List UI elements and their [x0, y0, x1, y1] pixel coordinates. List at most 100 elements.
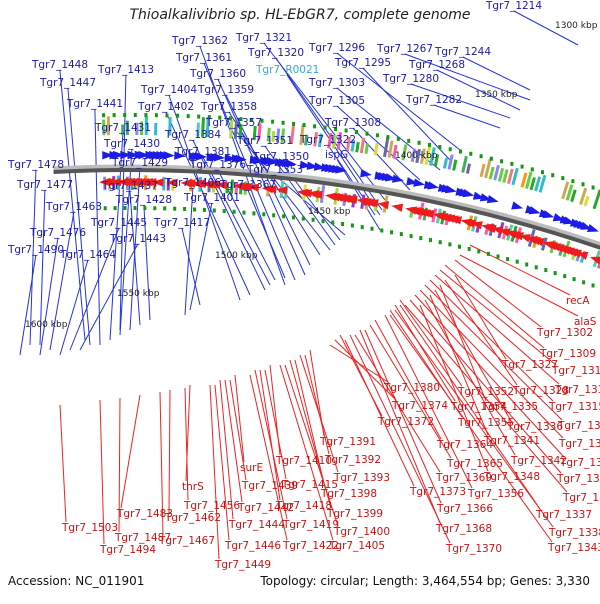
gc-tick — [458, 245, 461, 249]
top-gene-label: Tgr7_1447 — [39, 77, 96, 89]
forward-feature-block — [489, 167, 495, 180]
gc-tick — [123, 113, 126, 117]
top-gene-label: Tgr7_1430 — [103, 138, 160, 150]
forward-feature-block — [443, 158, 448, 169]
bottom-gene-label: Tgr7_1365 — [446, 458, 503, 470]
gc-tick — [390, 230, 393, 234]
bottom-gene-label: Tgr7_1393 — [333, 472, 390, 484]
gc-tick — [113, 113, 116, 117]
gc-tick — [563, 274, 566, 278]
top-label-leader — [68, 88, 90, 345]
gc-tick — [469, 152, 472, 156]
gc-tick — [561, 176, 564, 180]
forward-gene-arrow — [587, 224, 600, 235]
forward-feature-block — [593, 189, 600, 209]
top-label-leader — [434, 105, 500, 128]
bottom-gene-label: Tgr7_1323 — [558, 438, 600, 450]
top-gene-label: Tgr7_1476 — [29, 227, 86, 239]
gc-tick — [366, 132, 369, 136]
forward-feature-block — [360, 137, 365, 153]
bottom-label-leader — [255, 370, 287, 519]
gc-tick — [419, 236, 422, 240]
top-gene-label: Tgr7_1322 — [299, 134, 356, 146]
forward-gene-arrow — [427, 181, 440, 192]
bottom-gene-label: Tgr7_1380 — [383, 382, 440, 394]
top-gene-label: Tgr7_1321 — [235, 32, 292, 44]
accession-text: Accession: NC_011901 — [8, 574, 144, 588]
bottom-gene-label: Tgr7_1343 — [547, 542, 600, 554]
gc-tick — [272, 213, 275, 217]
top-gene-label: Tgr7_1404 — [140, 84, 197, 96]
gc-tick — [134, 113, 137, 117]
bottom-gene-label: recA — [566, 295, 590, 307]
bottom-gene-label: Tgr7_1442 — [237, 502, 294, 514]
gc-tick — [243, 211, 246, 215]
gc-tick — [252, 211, 255, 215]
top-label-leader — [20, 255, 36, 355]
gc-tick — [592, 186, 595, 190]
gc-tick — [525, 263, 528, 267]
top-gene-label: Tgr7_1244 — [434, 46, 491, 58]
forward-feature-block — [584, 196, 590, 207]
bottom-gene-label: thrS — [182, 481, 204, 493]
bottom-gene-label: Tgr7_1338 — [548, 527, 600, 539]
gc-tick — [143, 206, 146, 210]
kbp-tick-label: 1550 kbp — [117, 289, 160, 299]
gc-tick — [341, 222, 344, 226]
top-gene-label: Tgr7_1401 — [183, 192, 240, 204]
top-gene-label: Tgr7_1428 — [115, 194, 172, 206]
forward-gene-arrow — [487, 195, 500, 206]
gc-tick — [429, 238, 432, 242]
top-gene-label: Tgr7_1445 — [90, 217, 147, 229]
top-gene-label: Tgr7_1308 — [324, 117, 381, 129]
top-gene-label: Tgr7_R0021 — [255, 64, 319, 76]
bottom-gene-label: Tgr7_1315 — [548, 401, 600, 413]
gc-tick — [351, 224, 354, 228]
bottom-label-leader — [60, 405, 66, 522]
gc-tick — [193, 208, 196, 212]
gc-tick — [153, 206, 156, 210]
top-gene-label: Tgr7_1429 — [111, 157, 168, 169]
bottom-gene-label: Tgr7_1366 — [436, 503, 493, 515]
bottom-gene-label: Tgr7_1356 — [467, 488, 524, 500]
gc-tick — [380, 229, 383, 233]
bottom-gene-label: Tgr7_1364 — [436, 439, 493, 451]
top-gene-label: Tgr7_1361 — [175, 52, 232, 64]
gc-tick — [292, 215, 295, 219]
top-gene-label: Tgr7_1381 — [174, 146, 231, 158]
top-gene-label: Tgr7_1350 — [252, 151, 309, 163]
bottom-gene-label: Tgr7_1336 — [506, 421, 563, 433]
bottom-label-leader — [425, 300, 515, 455]
forward-gene-arrow — [511, 201, 524, 212]
bottom-gene-label: Tgr7_1352 — [457, 386, 514, 398]
gc-tick — [438, 145, 441, 149]
gc-tick — [448, 242, 451, 246]
forward-feature-block — [154, 123, 157, 135]
gc-tick — [510, 162, 513, 166]
gc-tick — [573, 277, 576, 281]
forward-feature-block — [466, 163, 471, 173]
top-gene-label: Tgr7_1267 — [376, 43, 433, 55]
gc-tick — [428, 143, 431, 147]
bottom-gene-label: Tgr7_1456 — [183, 500, 240, 512]
top-gene-label: Tgr7_1464 — [59, 249, 116, 261]
top-gene-label: Tgr7_1360 — [189, 68, 246, 80]
bottom-gene-label: Tgr7_1337 — [535, 509, 592, 521]
gc-tick — [282, 214, 285, 218]
forward-gene-arrow — [392, 174, 405, 184]
gc-tick — [449, 147, 452, 151]
top-gene-label: Tgr7_1402 — [137, 101, 194, 113]
gc-tick — [262, 212, 265, 216]
gc-tick — [582, 280, 585, 284]
top-gene-label: Tgr7_1280 — [382, 73, 439, 85]
gc-tick — [134, 206, 137, 210]
gc-tick — [477, 249, 480, 253]
gc-tick — [233, 210, 236, 214]
top-gene-label: Tgr7_1303 — [308, 77, 365, 89]
gc-tick — [187, 114, 190, 118]
gc-tick — [173, 207, 176, 211]
top-gene-label: Tgr7_1441 — [66, 98, 123, 110]
gc-tick — [313, 124, 316, 128]
top-gene-label: Tgr7_1417 — [153, 217, 210, 229]
bottom-label-leader — [220, 380, 233, 519]
